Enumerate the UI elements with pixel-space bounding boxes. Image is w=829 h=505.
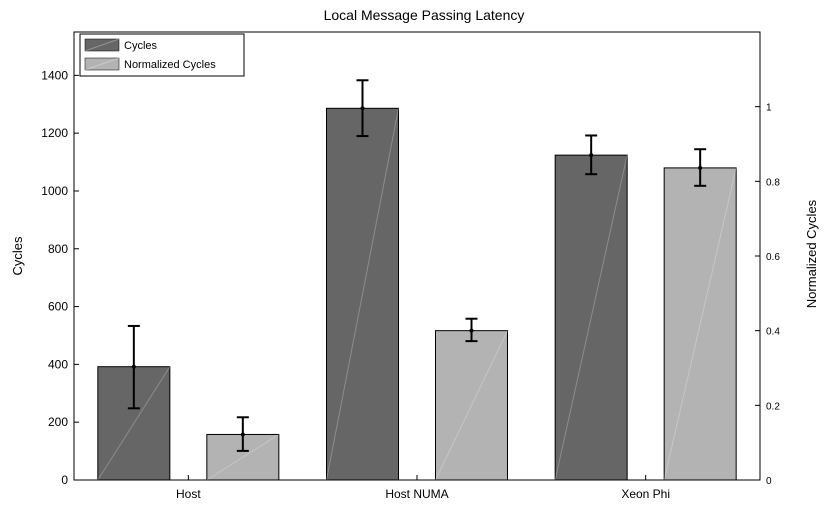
bar-highlight (97, 366, 171, 481)
x-axis-labels: Host Host NUMA Xeon Phi (176, 475, 670, 501)
right-tick-label: 0.6 (766, 252, 780, 263)
left-tick-label: 600 (48, 300, 68, 314)
legend-swatch-highlight (84, 57, 120, 71)
legend-swatch-highlight (84, 38, 120, 52)
bar-normalized-cycles (663, 167, 737, 481)
left-tick-label: 0 (61, 473, 68, 487)
right-tick-label: 0 (766, 476, 772, 487)
y-axis-title-right: Normalized Cycles (804, 199, 819, 308)
bar-highlight (663, 167, 737, 481)
right-tick-label: 0.8 (766, 177, 780, 188)
error-center-dot (240, 432, 245, 437)
right-tick-label: 0.2 (766, 401, 780, 412)
bar-cycles (554, 154, 628, 481)
error-center-dot (469, 328, 474, 333)
x-tick-label: Xeon Phi (621, 487, 670, 501)
left-y-axis: 0 200 400 600 800 1000 1200 1400 (41, 68, 79, 487)
plot-frame (73, 31, 761, 481)
legend-swatch (84, 57, 120, 71)
left-tick-label: 1400 (41, 68, 68, 82)
left-tick-label: 1200 (41, 126, 68, 140)
error-center-dot (131, 364, 136, 369)
left-tick-label: 200 (48, 415, 68, 429)
bars-group (97, 79, 737, 481)
error-center-dot (698, 165, 703, 170)
bar-cycles (326, 107, 399, 481)
bar-normalized-cycles (435, 330, 508, 481)
x-tick-label: Host (176, 487, 201, 501)
bar-highlight (554, 155, 628, 481)
bar-highlight (206, 434, 280, 481)
right-tick-label: 0.4 (766, 327, 780, 338)
error-center-dot (589, 153, 594, 158)
left-tick-label: 800 (48, 242, 68, 256)
x-tick-label: Host NUMA (385, 487, 448, 501)
legend: Cycles Normalized Cycles (79, 33, 245, 77)
error-center-dot (360, 106, 365, 111)
right-tick-label: 1 (766, 103, 772, 114)
left-tick-label: 1000 (41, 184, 68, 198)
chart-title: Local Message Passing Latency (324, 7, 525, 23)
legend-label: Normalized Cycles (124, 59, 216, 71)
legend-label: Cycles (124, 40, 158, 52)
left-tick-label: 400 (48, 357, 68, 371)
legend-swatch (84, 38, 120, 52)
bar-highlight (435, 330, 508, 481)
bar-highlight (326, 108, 399, 481)
right-y-axis: 0 0.2 0.4 0.6 0.8 1 (755, 103, 780, 487)
y-axis-title-left: Cycles (10, 236, 25, 276)
